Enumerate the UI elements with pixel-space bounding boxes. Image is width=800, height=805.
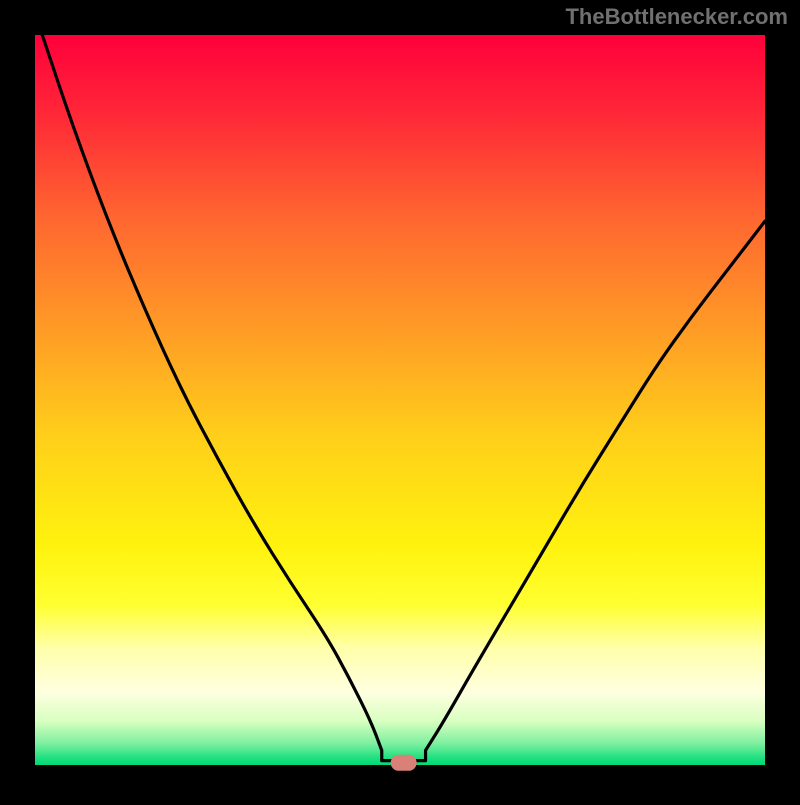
optimum-marker	[391, 755, 417, 771]
chart-svg	[0, 0, 800, 800]
chart-container: TheBottlenecker.com	[0, 0, 800, 800]
gradient-background	[35, 35, 765, 765]
watermark-text: TheBottlenecker.com	[565, 4, 788, 30]
